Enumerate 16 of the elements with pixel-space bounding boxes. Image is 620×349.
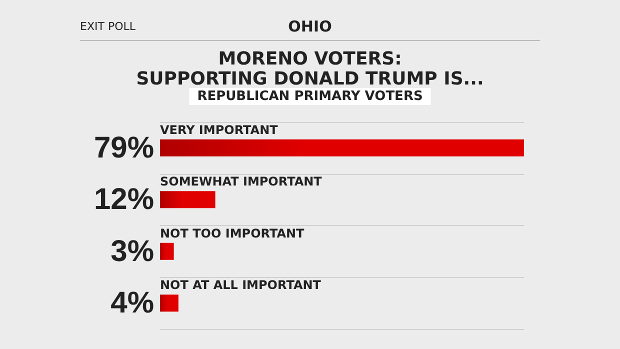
- data-label: 3%: [110, 234, 154, 268]
- bar: [160, 294, 178, 312]
- chart-subtitle: REPUBLICAN PRIMARY VOTERS: [197, 89, 423, 104]
- bar: [160, 242, 174, 260]
- y-tick-label: NOT AT ALL IMPORTANT: [160, 278, 322, 292]
- bar: [160, 191, 216, 208]
- text: EXIT POLL: [80, 20, 136, 33]
- y-tick-label: VERY IMPORTANT: [160, 122, 279, 137]
- data-label: 4%: [110, 286, 154, 320]
- data-label: 79%: [94, 131, 154, 164]
- y-tick-label: SOMEWHAT IMPORTANT: [160, 174, 323, 189]
- bar: [160, 139, 524, 156]
- y-tick-label: NOT TOO IMPORTANT: [160, 226, 306, 240]
- data-label: 12%: [94, 183, 154, 216]
- chart-title: MORENO VOTERS: SUPPORTING DONALD TRUMP IS...: [136, 48, 484, 90]
- text: OHIO: [288, 18, 332, 36]
